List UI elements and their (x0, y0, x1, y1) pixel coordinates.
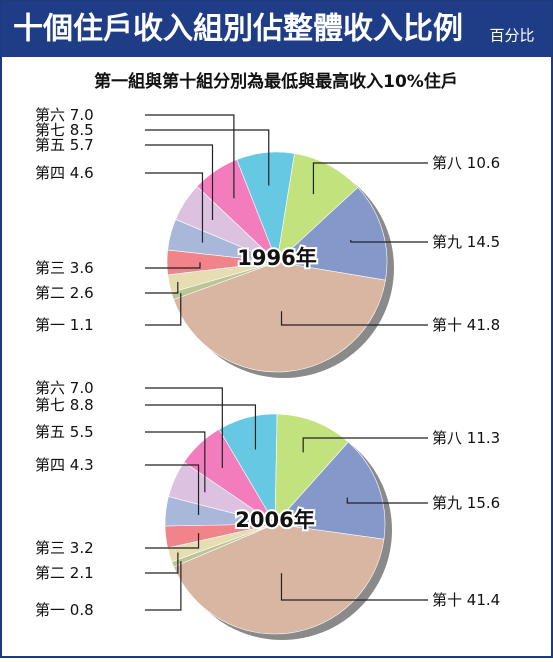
unit: 百分比 (489, 27, 534, 45)
category-label: 第三 (35, 539, 65, 557)
slice-label: 第九 14.5 (432, 233, 500, 251)
slice-label: 第一 1.1 (35, 316, 94, 334)
category-label: 第八 (432, 154, 462, 172)
category-label: 第四 (35, 164, 65, 182)
pie-slice (173, 523, 385, 635)
category-label: 第一 (35, 316, 65, 334)
category-label: 第七 (35, 396, 65, 414)
slice-label: 第八 10.6 (432, 154, 500, 172)
value-label: 4.3 (70, 456, 94, 474)
value-label: 8.8 (70, 396, 94, 414)
value-label: 7.0 (70, 106, 94, 124)
pie-slice (274, 413, 349, 525)
value-label: 14.5 (467, 233, 500, 251)
slice-label: 第八 11.3 (432, 429, 500, 447)
slice-label: 第七 8.5 (35, 121, 94, 139)
slice-label: 第四 4.6 (35, 164, 94, 182)
slice-label: 第三 3.2 (35, 539, 94, 557)
leader-line (145, 172, 204, 243)
slice-label: 第十 41.8 (432, 316, 500, 334)
slice-label: 第二 2.1 (35, 564, 94, 582)
value-label: 2.1 (70, 564, 94, 582)
leader-line (302, 437, 428, 453)
leader-line (346, 497, 428, 504)
pie-slice (173, 261, 386, 373)
slice-label: 第三 3.6 (35, 259, 94, 277)
category-label: 第二 (35, 284, 65, 302)
category-label: 第九 (432, 233, 462, 251)
slice-label: 第五 5.7 (35, 136, 94, 154)
slice-label: 第十 41.4 (432, 591, 500, 609)
value-label: 8.5 (70, 121, 94, 139)
slice-label: 第六 7.0 (35, 379, 94, 397)
value-label: 5.7 (70, 136, 94, 154)
category-label: 第六 (35, 106, 65, 124)
pie-slice (276, 187, 388, 281)
category-label: 第九 (432, 494, 462, 512)
value-label: 2.6 (70, 284, 94, 302)
value-label: 10.6 (467, 154, 500, 172)
value-label: 3.2 (70, 539, 94, 557)
category-label: 第一 (35, 601, 65, 619)
pie-title: 1996年 (237, 246, 316, 270)
header-band (1, 1, 552, 57)
slice-label: 第二 2.6 (35, 284, 94, 302)
leader-line (145, 281, 179, 294)
leader-line (145, 561, 182, 611)
slice-label: 第五 5.5 (35, 423, 94, 441)
pie-slice (276, 153, 359, 263)
value-label: 15.6 (467, 494, 500, 512)
value-label: 3.6 (70, 259, 94, 277)
value-label: 7.0 (70, 379, 94, 397)
slice-label: 第六 7.0 (35, 106, 94, 124)
slice-label: 第四 4.3 (35, 456, 94, 474)
category-label: 第七 (35, 121, 65, 139)
value-label: 41.4 (467, 591, 500, 609)
leader-line (145, 114, 235, 199)
pie-slice (274, 441, 386, 540)
subtitle: 第一組與第十組分別為最低與最高收入10%住戶 (94, 71, 458, 92)
leader-line (145, 144, 214, 220)
leader-line (145, 552, 179, 574)
leader-line (145, 129, 270, 186)
leader-line (145, 464, 200, 516)
leader-line (312, 162, 428, 195)
value-label: 4.6 (70, 164, 94, 182)
slice-label: 第七 8.8 (35, 396, 94, 414)
category-label: 第八 (432, 429, 462, 447)
value-label: 11.3 (467, 429, 500, 447)
value-label: 0.8 (70, 601, 94, 619)
leader-line (280, 311, 428, 326)
category-label: 第十 (432, 591, 462, 609)
leader-line (145, 387, 223, 468)
category-label: 第三 (35, 259, 65, 277)
leader-line (350, 240, 428, 243)
leader-line (145, 293, 182, 326)
leader-line (145, 533, 200, 549)
value-label: 5.5 (70, 423, 94, 441)
value-label: 41.8 (467, 316, 500, 334)
slice-label: 第一 0.8 (35, 601, 94, 619)
value-label: 1.1 (70, 316, 94, 334)
leader-line (145, 404, 257, 450)
slice-label: 第九 15.6 (432, 494, 500, 512)
category-label: 第二 (35, 564, 65, 582)
category-label: 第六 (35, 379, 65, 397)
pie-title: 2006年 (235, 508, 314, 532)
category-label: 第五 (35, 136, 65, 154)
title: 十個住戶收入組別佔整體收入比例 (13, 12, 463, 47)
leader-line (145, 262, 201, 269)
category-label: 第五 (35, 423, 65, 441)
category-label: 第四 (35, 456, 65, 474)
leader-line (145, 431, 206, 493)
leader-line (280, 573, 428, 601)
category-label: 第十 (432, 316, 462, 334)
